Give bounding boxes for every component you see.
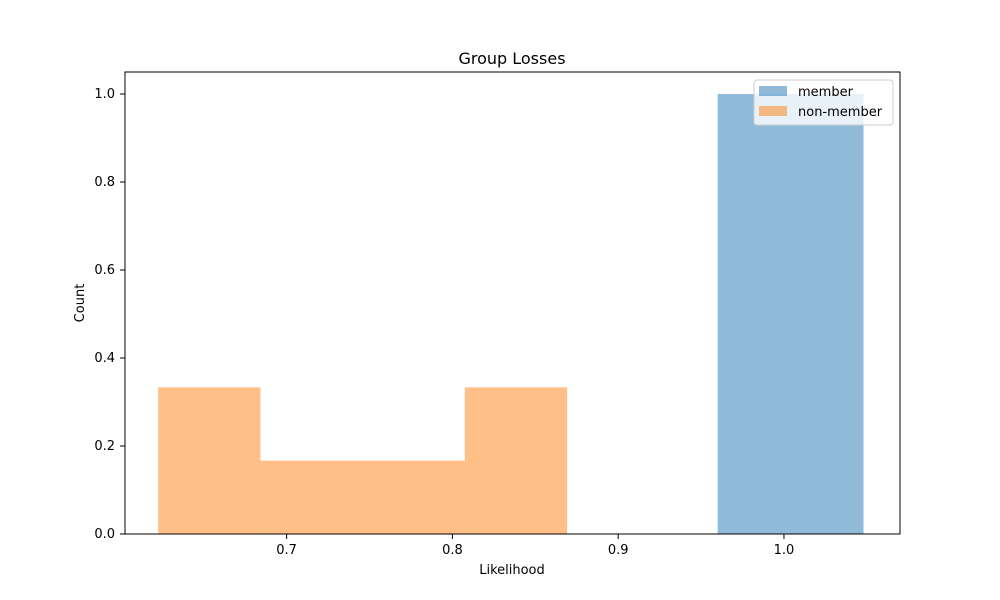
y-tick-label: 0.0 xyxy=(94,527,115,542)
plot-frame xyxy=(124,71,901,535)
x-tick-label: 0.7 xyxy=(276,543,297,558)
legend-box xyxy=(753,79,894,126)
y-axis: 0.0 0.2 0.4 0.6 0.8 1.0 xyxy=(94,87,125,542)
bar-non-member-0 xyxy=(158,387,261,534)
legend-label-non-member: non-member xyxy=(798,105,883,120)
legend-swatch-non-member xyxy=(759,106,787,116)
y-tick-label: 0.8 xyxy=(94,175,115,190)
x-axis-label: Likelihood xyxy=(479,563,545,578)
bars-layer xyxy=(158,94,864,534)
y-tick-label: 1.0 xyxy=(94,87,115,102)
legend-label-member: member xyxy=(798,85,854,100)
legend: member non-member xyxy=(753,79,894,126)
bar-non-member-1 xyxy=(260,460,363,534)
x-tick-label: 1.0 xyxy=(774,543,795,558)
legend-swatch-member xyxy=(759,86,787,96)
bar-non-member-2 xyxy=(362,460,465,534)
chart-title: Group Losses xyxy=(458,49,565,68)
x-tick-label: 0.8 xyxy=(442,543,463,558)
y-axis-label: Count xyxy=(73,284,88,323)
y-tick-label: 0.2 xyxy=(94,439,115,454)
x-tick-label: 0.9 xyxy=(608,543,629,558)
y-tick-label: 0.6 xyxy=(94,263,115,278)
bar-member-0 xyxy=(717,94,864,534)
bar-non-member-3 xyxy=(464,387,568,534)
x-axis: 0.7 0.8 0.9 1.0 xyxy=(276,534,794,558)
y-tick-label: 0.4 xyxy=(94,351,115,366)
